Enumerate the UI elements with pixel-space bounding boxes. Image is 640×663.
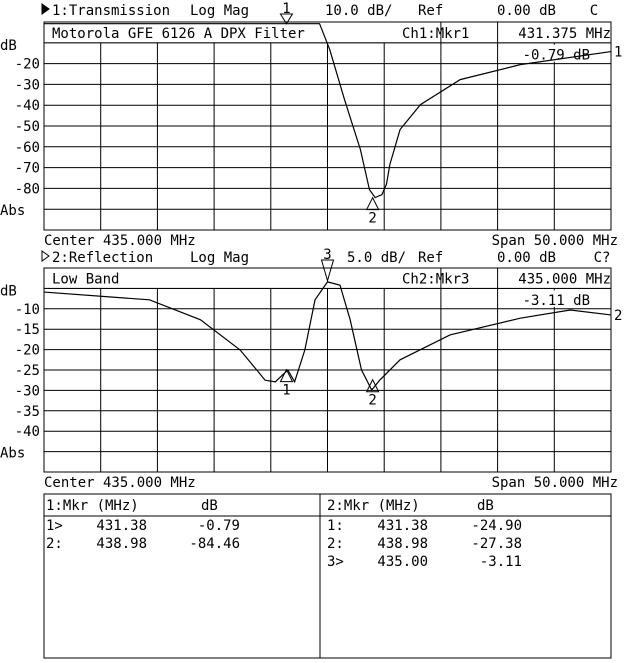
marker-table-freq: 438.98: [96, 536, 147, 552]
status-flag: C: [590, 3, 598, 19]
y-tick-label: -35: [15, 404, 40, 420]
marker-table-freq: 431.38: [377, 518, 428, 534]
marker-table-freq: 435.00: [377, 554, 428, 570]
marker-readout-label: Ch2:Mkr3: [402, 271, 469, 287]
trace-end-label: 1: [614, 45, 622, 61]
marker-table-freq: 431.38: [96, 518, 147, 534]
marker-readout-value: -0.79 dB: [523, 48, 590, 64]
center-frequency: Center 435.000 MHz: [44, 233, 196, 249]
y-tick-label: -30: [15, 383, 40, 399]
marker-icon: [279, 368, 294, 383]
y-axis-label: dB: [0, 283, 17, 299]
y-tick-label: -40: [15, 424, 40, 440]
marker-table-frame: [43, 493, 612, 659]
marker-readout-freq: 435.000 MHz: [518, 271, 611, 287]
marker-table-db: -27.38: [471, 536, 522, 552]
marker-number: 2: [368, 393, 376, 409]
ref-label: Ref: [418, 250, 443, 266]
marker-table-freq: 438.98: [377, 536, 428, 552]
marker-table-id: 1>: [46, 518, 63, 534]
format-label: Log Mag: [190, 250, 249, 266]
marker-number: 2: [368, 211, 376, 227]
channel-label: 1:Transmission: [52, 3, 170, 19]
y-tick-label: -20: [15, 57, 40, 73]
channel-pointer-icon: [41, 250, 50, 262]
span: Span 50.000 MHz: [492, 233, 618, 249]
marker-icon: [365, 378, 380, 393]
channel-pointer-icon: [41, 3, 50, 15]
y-tick-label: -10: [15, 302, 40, 318]
scale-label: 10.0 dB/: [325, 3, 392, 19]
marker-table-db: -3.11: [480, 554, 522, 570]
scale-label: 5.0 dB/: [347, 250, 406, 266]
y-bottom-label: Abs: [0, 203, 25, 219]
marker-table-db: -84.46: [189, 536, 240, 552]
marker-table-id: 3>: [327, 554, 344, 570]
ref-value: 0.00 dB: [497, 250, 556, 266]
marker-table-id: 2:: [327, 536, 344, 552]
y-tick-label: -20: [15, 343, 40, 359]
y-tick-label: -25: [15, 363, 40, 379]
marker-table-id: 2:: [46, 536, 63, 552]
y-tick-label: -40: [15, 98, 40, 114]
marker-number: 1: [282, 383, 290, 399]
y-tick-label: -80: [15, 181, 40, 197]
center-frequency: Center 435.000 MHz: [44, 475, 196, 491]
marker-icon: [279, 13, 294, 25]
trace-line: [44, 23, 612, 199]
readout-bg: [500, 290, 608, 307]
y-tick-label: -70: [15, 161, 40, 177]
status-flag: C?: [594, 250, 611, 266]
trace-title: Motorola GFE 6126 A DPX Filter: [52, 26, 305, 42]
ref-value: 0.00 dB: [497, 3, 556, 19]
marker-readout-freq: 431.375 MHz: [518, 26, 611, 42]
readout-bg: [500, 44, 608, 62]
y-bottom-label: Abs: [0, 446, 25, 462]
span: Span 50.000 MHz: [492, 475, 618, 491]
trace-end-label: 2: [614, 308, 622, 324]
marker-table-header: 2:Mkr (MHz): [327, 498, 420, 514]
y-axis-label: dB: [0, 38, 17, 54]
marker-table-db: -24.90: [471, 518, 522, 534]
marker-table-header: 1:Mkr (MHz): [46, 498, 139, 514]
trace-title: Low Band: [52, 271, 119, 287]
title-row: [43, 267, 612, 289]
marker-icon: [320, 259, 335, 283]
y-tick-label: -15: [15, 322, 40, 338]
ref-label: Ref: [418, 3, 443, 19]
marker-readout-label: Ch1:Mkr1: [402, 26, 469, 42]
marker-table-unit: dB: [201, 498, 218, 514]
marker-number: 3: [323, 247, 331, 263]
y-tick-label: -50: [15, 119, 40, 135]
y-tick-label: -30: [15, 77, 40, 93]
channel-label: 2:Reflection: [52, 250, 153, 266]
marker-readout-value: -3.11 dB: [523, 293, 590, 309]
marker-table-db: -0.79: [198, 518, 240, 534]
marker-number: 1: [282, 1, 290, 17]
format-label: Log Mag: [190, 3, 249, 19]
marker-icon: [365, 196, 380, 211]
y-tick-label: -60: [15, 140, 40, 156]
marker-table-id: 1:: [327, 518, 344, 534]
marker-table-unit: dB: [477, 498, 494, 514]
